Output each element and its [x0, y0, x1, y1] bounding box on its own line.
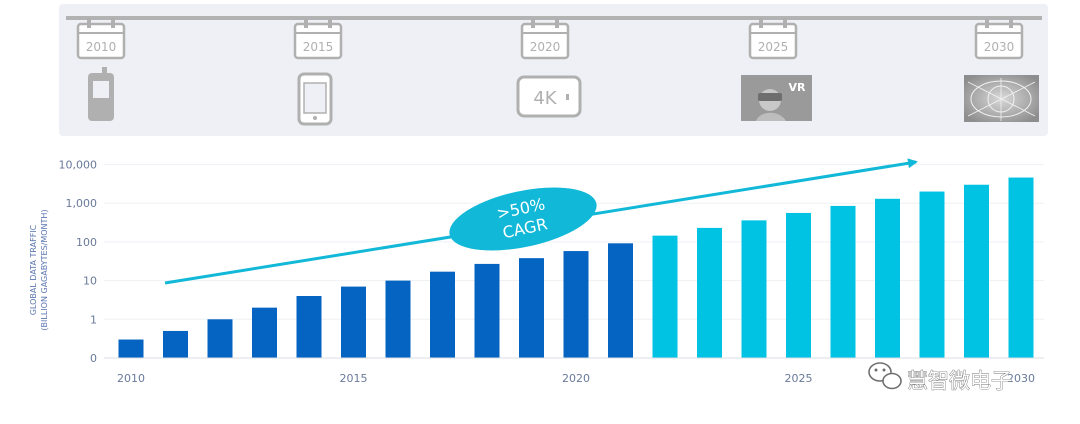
x-tick-label: 2015 [340, 372, 368, 385]
historical-bar [385, 280, 411, 358]
y-tick-label: 10 [83, 275, 97, 288]
watermark-text: 慧智微电子 [907, 369, 1012, 393]
forecast-bar [652, 235, 678, 358]
wechat-watermark: 慧智微电子 [868, 362, 1012, 393]
historical-bar [608, 243, 633, 358]
forecast-bar [741, 220, 767, 358]
timeline-year: 2030 [984, 40, 1015, 54]
historical-bar [519, 258, 544, 358]
y-tick-label: 0 [90, 352, 97, 365]
wechat-icon [868, 362, 902, 390]
historical-bar [341, 286, 366, 358]
forecast-bar [830, 205, 856, 358]
timeline-year: 2020 [530, 40, 561, 54]
vr-label: VR [789, 81, 807, 94]
calendar-icon: 2015 [293, 18, 343, 60]
calendar-icon: 2025 [748, 18, 798, 60]
forecast-bar [1008, 177, 1034, 358]
historical-bar [296, 296, 322, 358]
forecast-bar [964, 184, 989, 358]
historical-bar [252, 307, 277, 358]
historical-bar [207, 319, 233, 358]
calendar-icon: 2020 [520, 18, 570, 60]
y-tick-label: 100 [76, 236, 97, 249]
feature-phone-icon [88, 67, 114, 121]
4k-display-icon: 4K [516, 75, 582, 118]
historical-bar [118, 339, 144, 358]
timeline-year: 2025 [758, 40, 789, 54]
smartphone-icon [297, 72, 333, 126]
x-tick-label: 2020 [562, 372, 590, 385]
calendar-icon: 2010 [76, 18, 126, 60]
x-tick-label: 2030 [1007, 372, 1035, 385]
forecast-bar [697, 227, 722, 358]
cagr-annotation: >50% CAGR [449, 187, 597, 251]
forecast-bar [875, 198, 900, 358]
historical-bar [430, 271, 455, 358]
historical-bar [474, 263, 500, 358]
y-tick-label: 1,000 [66, 197, 98, 210]
historical-bar [163, 330, 188, 358]
historical-bar [563, 251, 589, 358]
display-label: 4K [533, 88, 557, 109]
forecast-bar [786, 212, 811, 358]
y-tick-label: 1 [90, 313, 97, 326]
holographic-network-icon [964, 75, 1039, 122]
vr-headset-icon: VR [741, 75, 812, 121]
y-axis-label-units: (BILLION GAGABYTES/MONTH) [40, 209, 49, 330]
timeline-year: 2010 [86, 40, 117, 54]
timeline-year: 2015 [303, 40, 334, 54]
y-tick-label: 10,000 [59, 159, 98, 172]
x-tick-label: 2025 [785, 372, 813, 385]
y-axis-label: GLOBAL DATA TRAFFIC [29, 224, 38, 315]
forecast-bar [919, 191, 945, 358]
x-tick-label: 2010 [117, 372, 145, 385]
calendar-icon: 2030 [974, 18, 1024, 60]
